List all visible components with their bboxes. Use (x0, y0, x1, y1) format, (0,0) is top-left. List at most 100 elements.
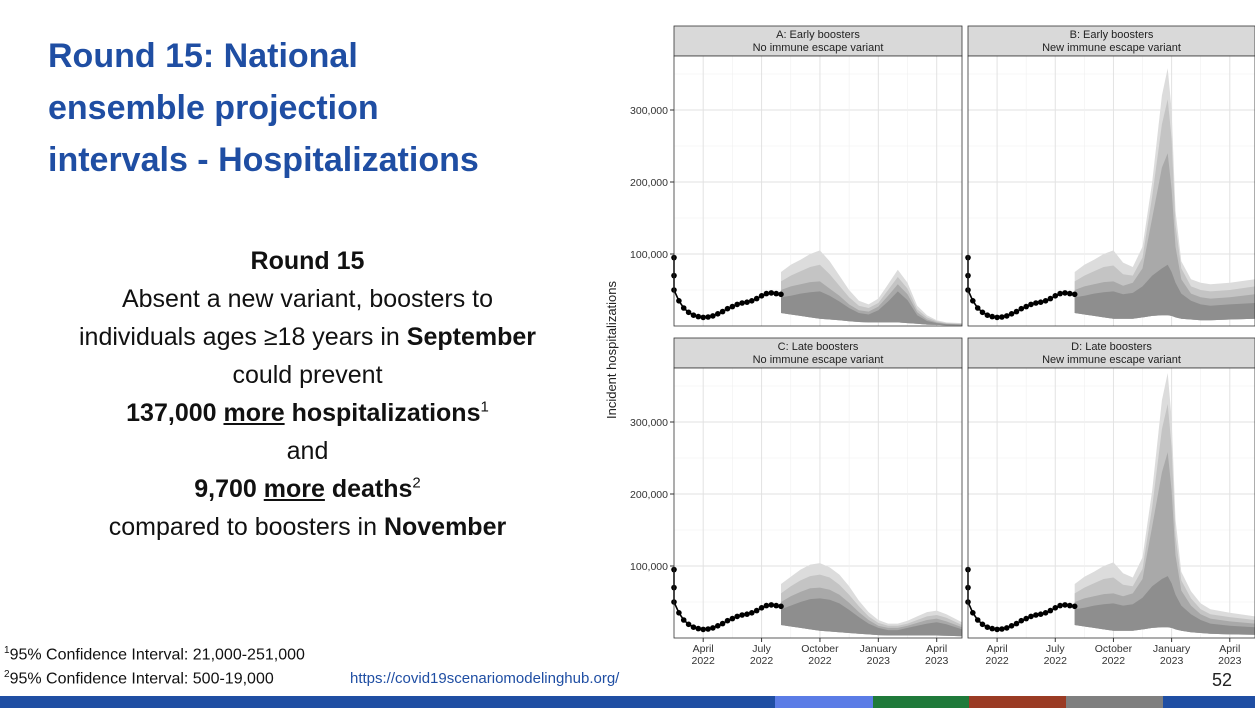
observed-point (999, 626, 1005, 632)
summary-line-7-text: compared to boosters in (108, 513, 384, 541)
observed-point (1023, 615, 1029, 622)
panel-subtitle: New immune escape variant (1042, 354, 1181, 366)
x-tick-label: 2023 (925, 655, 949, 667)
bottom-bar-segment (775, 696, 873, 708)
observed-point (734, 613, 740, 620)
footnote-2-text: 95% Confidence Interval: 500-19,000 (9, 670, 274, 688)
footnote-1-marker: 1 (4, 645, 10, 656)
observed-point (734, 301, 740, 308)
observed-point (1042, 298, 1049, 304)
panel-strip (967, 25, 1255, 57)
observed-point (1067, 290, 1073, 297)
summary-and: and (286, 437, 329, 465)
page-number: 52 (1212, 670, 1233, 690)
observed-point (763, 602, 770, 609)
y-tick-label: 200,000 (630, 489, 668, 501)
summary-november: November (383, 513, 507, 541)
observed-point (1028, 301, 1034, 308)
summary-september: September (406, 323, 536, 351)
observed-point (1057, 290, 1063, 297)
footnote-1-text: 95% Confidence Interval: 21,000-251,000 (9, 646, 305, 664)
observed-point (1033, 612, 1039, 618)
observed-point (719, 308, 726, 315)
deaths-footnote-ref: 2 (412, 474, 421, 492)
projection-chart: Incident hospitalizations A: Early booste… (604, 25, 1255, 667)
observed-point (705, 314, 711, 320)
observed-point (1018, 617, 1025, 624)
middle-interval-band (1074, 153, 1255, 321)
summary-text: Round 15 Absent a new variant, boosters … (40, 242, 575, 546)
observed-point (1071, 603, 1078, 610)
hosp-number: 137,000 (126, 399, 224, 427)
observed-point (710, 313, 716, 319)
slide-title: Round 15: National ensemble projection i… (48, 30, 568, 186)
y-axis-label: Incident hospitalizations (604, 280, 619, 419)
x-tick-label: 2022 (750, 655, 774, 667)
panel-strip (673, 25, 963, 57)
observed-point (1028, 613, 1034, 620)
x-tick-label: October (1095, 643, 1133, 655)
panel-title: D: Late boosters (1071, 341, 1152, 353)
footnote-2: 295% Confidence Interval: 500-19,000 (4, 669, 274, 688)
bottom-bar-segment (1066, 696, 1163, 708)
observed-point (1052, 293, 1059, 299)
observed-point (1004, 313, 1010, 319)
bottom-color-bar (0, 696, 1255, 708)
observed-point (1071, 291, 1078, 298)
hosp-label: hospitalizations (284, 399, 481, 427)
observed-point (758, 605, 765, 611)
observed-point (749, 298, 755, 304)
x-tick-label: April (926, 643, 947, 655)
observed-point (758, 293, 765, 299)
x-tick-label: 2022 (808, 655, 832, 667)
observed-point (1033, 300, 1039, 306)
panel-subtitle: New immune escape variant (1042, 42, 1181, 54)
x-tick-label: January (1153, 643, 1191, 655)
observed-point (700, 626, 706, 633)
summary-line-1: Absent a new variant, boosters to (121, 285, 494, 313)
observed-point (1047, 607, 1054, 614)
observed-point (715, 311, 721, 317)
y-tick-label: 300,000 (630, 105, 668, 117)
observed-point (778, 603, 784, 610)
summary-line-3: could prevent (232, 361, 383, 389)
panel-border (673, 367, 963, 639)
panel-subtitle: No immune escape variant (753, 354, 884, 366)
inner-interval-band (1074, 576, 1255, 635)
y-tick-label: 100,000 (630, 249, 668, 261)
observed-point (773, 290, 779, 297)
observed-point (744, 299, 750, 306)
observed-point (680, 305, 687, 311)
hosp-footnote-ref: 1 (480, 398, 489, 416)
observed-point (1018, 305, 1025, 312)
bottom-bar-segment (969, 696, 1066, 708)
observed-point (680, 617, 687, 623)
panel-strip (967, 337, 1255, 369)
observed-point (1042, 610, 1049, 616)
inner-interval-band (781, 291, 962, 326)
observed-point (710, 625, 716, 631)
footnote-1: 195% Confidence Interval: 21,000-251,000 (4, 645, 305, 664)
source-link[interactable]: https://covid19scenariomodelinghub.org/ (350, 670, 620, 687)
observed-point (739, 612, 745, 618)
observed-point (974, 305, 981, 311)
observed-point (1057, 602, 1063, 609)
panel-border (967, 367, 1255, 639)
deaths-label: deaths (324, 475, 413, 503)
observed-point (970, 610, 976, 616)
observed-point (1008, 623, 1015, 629)
x-tick-label: 2022 (1102, 655, 1126, 667)
observed-point (705, 626, 711, 632)
panel-title: A: Early boosters (776, 29, 860, 41)
observed-point (763, 290, 770, 297)
observed-point (739, 300, 745, 306)
observed-point (753, 607, 760, 614)
inner-interval-band (781, 598, 962, 637)
panel-title: B: Early boosters (1070, 29, 1154, 41)
observed-point (1062, 290, 1068, 296)
observed-point (1037, 611, 1044, 617)
bottom-bar-segment (1163, 696, 1255, 708)
panel-border (673, 55, 963, 327)
observed-point (979, 621, 986, 628)
observed-point (1052, 605, 1059, 611)
